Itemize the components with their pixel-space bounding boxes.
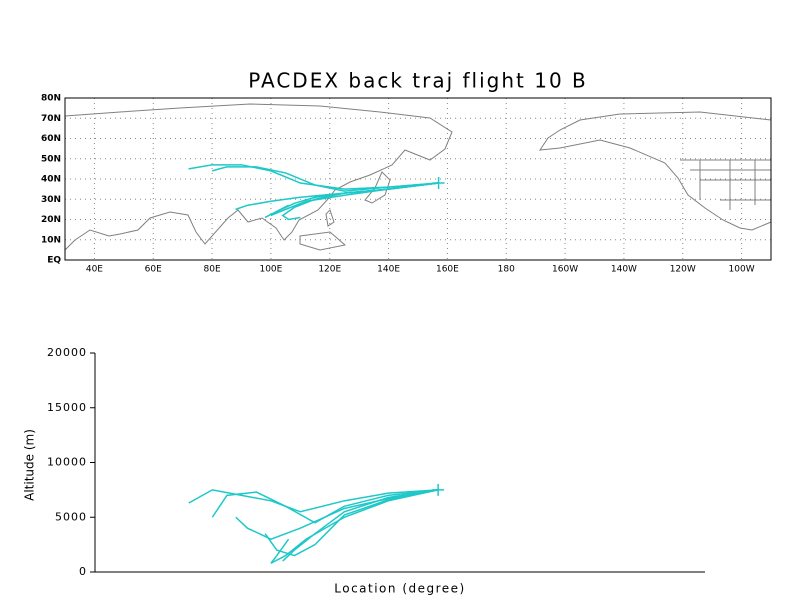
x-axis-label: Location (degree) [334, 582, 465, 596]
y-tick-label: 20N [41, 215, 61, 225]
map-frame [64, 97, 772, 261]
x-tick-label: 40E [86, 265, 103, 275]
trajectory [211, 489, 439, 524]
y-tick-label: 20000 [47, 346, 87, 359]
y-tick-label: 70N [41, 114, 61, 124]
trajectory [264, 489, 439, 557]
trajectory [235, 489, 439, 540]
coastline [538, 111, 772, 231]
y-tick-label: 0 [79, 565, 87, 578]
x-tick-label: 120W [670, 265, 696, 275]
coastline [64, 103, 453, 251]
x-tick-label: 180 [498, 265, 515, 275]
start-marker [432, 177, 445, 190]
coastlines [64, 103, 772, 251]
x-tick-label: 160W [552, 265, 578, 275]
start-marker [432, 483, 445, 496]
y-tick-label: 60N [41, 134, 61, 144]
x-tick-label: 140W [611, 265, 637, 275]
y-tick-label: 10000 [47, 456, 87, 469]
x-tick-label: 160E [436, 265, 459, 275]
chart-title: PACDEX back traj flight 10 B [248, 69, 588, 93]
x-tick-label: 60E [145, 265, 162, 275]
y-tick-label: 50N [41, 154, 61, 164]
coastline [299, 231, 347, 251]
y-tick-label: 5000 [55, 510, 87, 523]
y-tick-label: 80N [41, 94, 61, 104]
x-tick-label: 100E [259, 265, 282, 275]
x-tick-label: 100W [729, 265, 755, 275]
x-tick-label: 120E [318, 265, 341, 275]
y-tick-label: 30N [41, 195, 61, 205]
y-tick-label: 15000 [47, 401, 87, 414]
x-tick-label: 80E [204, 265, 221, 275]
trajectory [211, 166, 439, 192]
y-tick-label: EQ [47, 256, 61, 266]
y-tick-label: 10N [41, 235, 61, 245]
trajectory [264, 182, 439, 219]
coastline [325, 209, 335, 227]
y-axis-label: Altitude (m) [23, 429, 37, 501]
y-tick-label: 40N [41, 175, 61, 185]
coastline [680, 159, 771, 210]
x-tick-label: 140E [377, 265, 400, 275]
trajectory [270, 489, 439, 564]
